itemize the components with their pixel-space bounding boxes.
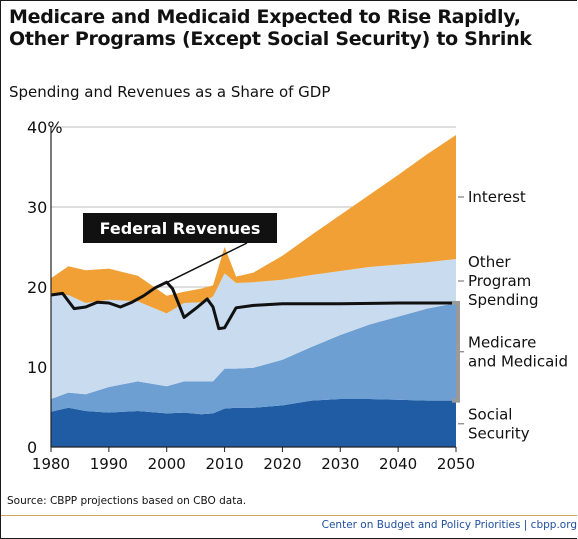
medicare-medicaid-bracket [452,301,460,403]
federal-revenues-label: Federal Revenues [100,219,261,238]
y-tick-label-30: 30 [27,198,47,217]
medicare-medicaid-area [51,303,456,415]
federal-revenues-leader [160,242,248,287]
y-tick-label-20: 20 [27,278,47,297]
social-security-label: Social Security [468,405,530,442]
medicare-medicaid-label-line-1: Medicare [468,333,536,351]
medicare-medicaid-label: Medicare and Medicaid [468,333,568,370]
social-security-label-line-1: Social [468,405,512,423]
medicare-medicaid-label-line-2: and Medicaid [468,352,568,370]
interest-label-line-1: Interest [468,188,526,206]
footer-divider [1,515,577,516]
chart-title-line-1: Medicare and Medicaid Expected to Rise R… [9,6,521,28]
other-programs-label-line-3: Spending [468,291,539,309]
other-programs-label: Other Program Spending [468,253,539,309]
y-tick-label-0: 0 [27,438,37,457]
social-security-area [51,399,456,447]
interest-area [51,135,456,314]
chart-subtitle: Spending and Revenues as a Share of GDP [9,83,331,101]
x-tick-label-1990: 1990 [90,455,128,473]
other-programs-area [51,259,456,399]
other-programs-label-line-1: Other [468,253,511,271]
other-programs-label-line-2: Program [468,272,531,290]
social-security-label-line-2: Security [468,424,530,442]
x-tick-label-2040: 2040 [379,455,417,473]
x-tick-label-2010: 2010 [205,455,243,473]
x-tick-label-2000: 2000 [148,455,186,473]
x-tick-label-2020: 2020 [263,455,301,473]
x-tick-label-2030: 2030 [321,455,359,473]
federal-revenues-line [50,280,456,331]
footer-credit: Center on Budget and Policy Priorities |… [321,519,577,531]
x-tick-label-1980: 1980 [32,455,70,473]
x-tick-label-2050: 2050 [437,455,475,473]
y-tick-label-10: 10 [27,358,47,377]
chart-title-line-2: Other Programs (Except Social Security) … [9,28,532,50]
chart-title: Medicare and Medicaid Expected to Rise R… [9,6,532,50]
interest-label: Interest [468,188,526,206]
source-note: Source: CBPP projections based on CBO da… [7,495,247,507]
y-tick-label-40: 40% [27,118,63,137]
federal-revenues-label-box [83,213,277,243]
